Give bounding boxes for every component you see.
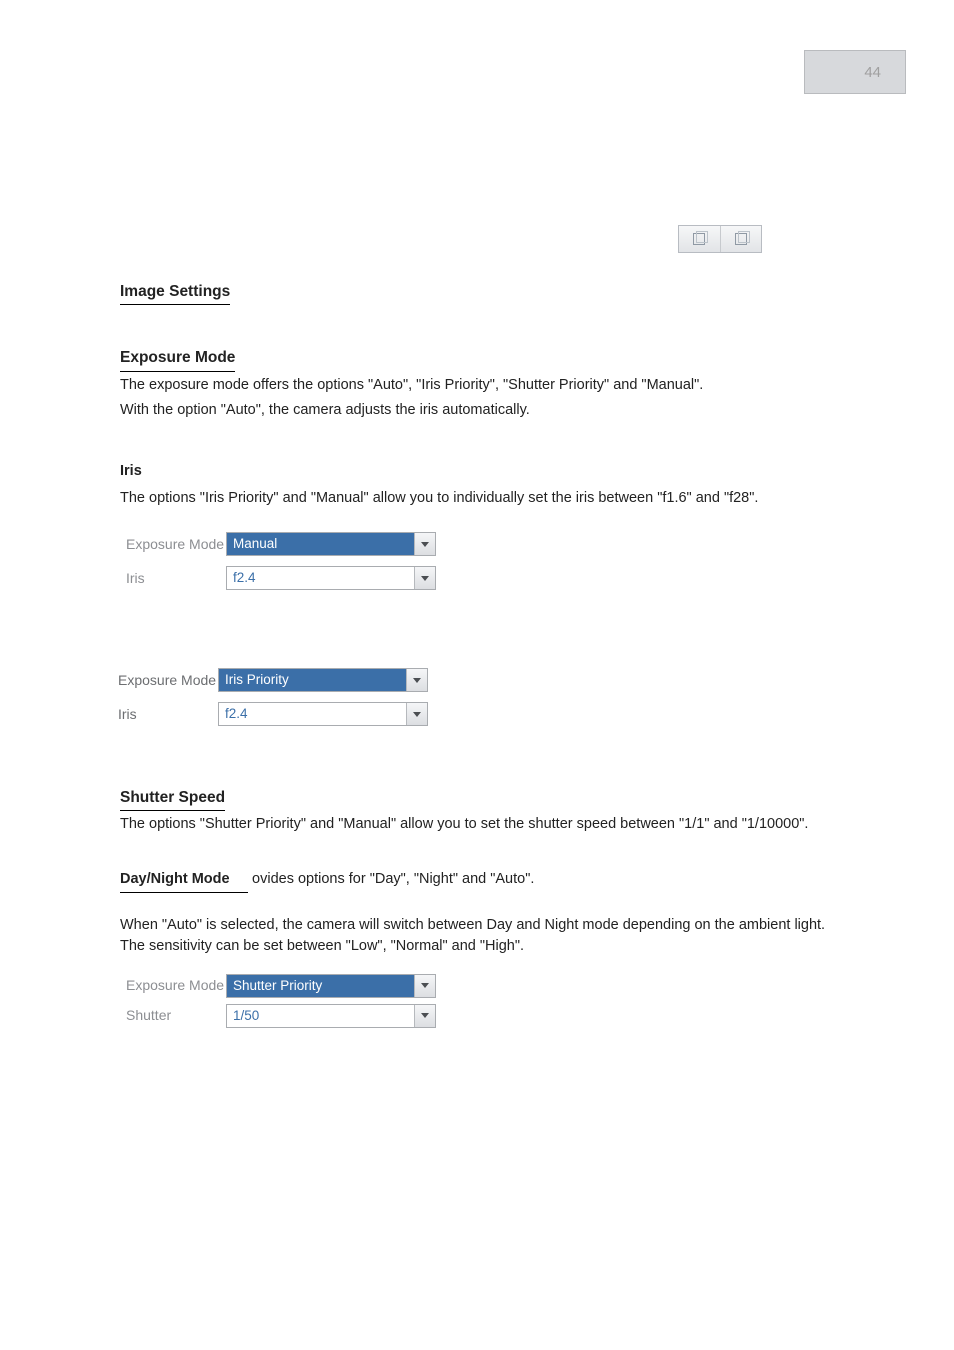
paste-icon[interactable] bbox=[721, 226, 762, 252]
select-shutter[interactable]: 1/50 bbox=[226, 1004, 436, 1028]
form-iris-priority: Exposure Mode Iris Priority Iris f2.4 bbox=[118, 663, 458, 731]
form-manual: Exposure Mode Manual Iris f2.4 bbox=[126, 527, 466, 595]
shutter-speed-desc: The options "Shutter Priority" and "Manu… bbox=[120, 814, 844, 835]
heading-shutter-speed: Shutter Speed bbox=[120, 787, 844, 811]
iris-rest: The options "Iris Priority" and "Manual"… bbox=[120, 488, 844, 509]
heading-exposure-mode: Exposure Mode bbox=[120, 347, 844, 371]
chevron-down-icon bbox=[414, 567, 435, 589]
exposure-mode-desc-1: The exposure mode offers the options "Au… bbox=[120, 375, 844, 396]
header-grey-box bbox=[804, 50, 906, 94]
chevron-down-icon bbox=[414, 1005, 435, 1027]
day-night-line: Day/Night Mode ovides options for "Day",… bbox=[120, 869, 844, 892]
toolbar-icon-strip bbox=[678, 225, 844, 253]
select-exposure-mode-shutter[interactable]: Shutter Priority bbox=[226, 974, 436, 998]
label-iris: Iris bbox=[126, 568, 226, 588]
label-shutter: Shutter bbox=[126, 1005, 226, 1025]
page-content: Image Settings Exposure Mode The exposur… bbox=[120, 50, 844, 1031]
label-exposure-mode: Exposure Mode bbox=[126, 975, 226, 995]
chevron-down-icon bbox=[406, 669, 427, 691]
page-number: 44 bbox=[864, 62, 881, 84]
heading-image-settings: Image Settings bbox=[120, 281, 844, 305]
select-exposure-mode-iris[interactable]: Iris Priority bbox=[218, 668, 428, 692]
select-iris-priority[interactable]: f2.4 bbox=[218, 702, 428, 726]
form-shutter-priority: Exposure Mode Shutter Priority Shutter 1… bbox=[126, 971, 466, 1031]
exposure-mode-desc-2: With the option "Auto", the camera adjus… bbox=[120, 400, 844, 421]
heading-day-night: Day/Night Mode bbox=[120, 869, 248, 892]
copy-icon[interactable] bbox=[679, 226, 720, 252]
chevron-down-icon bbox=[414, 533, 435, 555]
day-night-desc2: When "Auto" is selected, the camera will… bbox=[120, 915, 844, 957]
label-iris: Iris bbox=[118, 704, 218, 724]
label-exposure-mode: Exposure Mode bbox=[118, 670, 218, 690]
chevron-down-icon bbox=[406, 703, 427, 725]
chevron-down-icon bbox=[414, 975, 435, 997]
label-exposure-mode: Exposure Mode bbox=[126, 534, 226, 554]
iris-lead: Iris bbox=[120, 463, 142, 479]
select-iris-manual[interactable]: f2.4 bbox=[226, 566, 436, 590]
iris-paragraph: Iris The options "Iris Priority" and "Ma… bbox=[120, 461, 844, 509]
select-exposure-mode-manual[interactable]: Manual bbox=[226, 532, 436, 556]
day-night-rest: ovides options for "Day", "Night" and "A… bbox=[252, 871, 534, 887]
